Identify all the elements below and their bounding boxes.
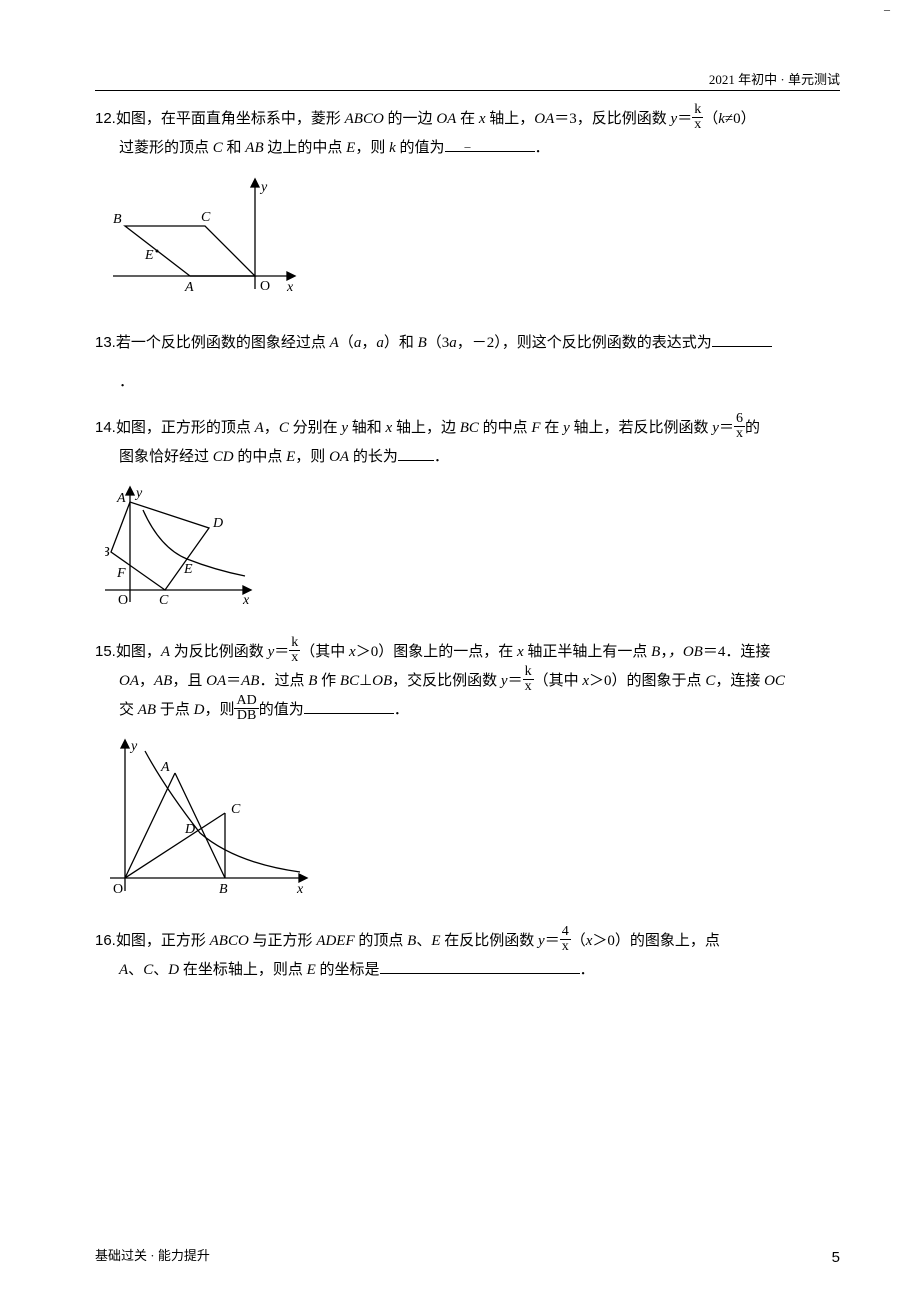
- svg-text:A: A: [116, 491, 126, 506]
- header-text: 2021 年初中 · 单元测试: [709, 69, 840, 88]
- problem-15: 15.如图，A 为反比例函数 y＝kx（其中 x＞0）图象上的一点，在 x 轴正…: [95, 638, 840, 909]
- worksheet-page: 2021 年初中 · 单元测试 12.如图，在平面直角坐标系中，菱形 ABCO …: [0, 0, 920, 1302]
- svg-text:y: y: [129, 739, 138, 754]
- svg-text:O: O: [118, 593, 128, 608]
- svg-text:O: O: [260, 279, 270, 294]
- svg-text:B: B: [105, 545, 110, 560]
- problem-number: 16.: [95, 932, 116, 949]
- fraction-k-over-x: kx: [289, 636, 300, 665]
- fraction-4-over-x: 4x: [560, 925, 571, 954]
- footer-left: 基础过关 · 能力提升: [95, 1245, 210, 1264]
- svg-text:E: E: [183, 562, 193, 577]
- svg-text:y: y: [259, 180, 268, 195]
- svg-text:y: y: [134, 486, 143, 501]
- diagram-svg: y x O A B C D: [105, 733, 310, 898]
- svg-text:x: x: [286, 280, 294, 295]
- problem-number: 14.: [95, 419, 116, 436]
- fraction-6-over-x: 6x: [734, 412, 745, 441]
- svg-text:O: O: [113, 882, 123, 897]
- fraction-k-over-x: kx: [692, 103, 703, 132]
- problem-14: 14.如图，正方形的顶点 A，C 分别在 y 轴和 x 轴上，边 BC 的中点 …: [95, 414, 840, 620]
- problem-number: 12.: [95, 110, 116, 127]
- figure-12: y x O A B C E: [105, 171, 840, 312]
- problem-16: 16.如图，正方形 ABCO 与正方形 ADEF 的顶点 B、E 在反比例函数 …: [95, 927, 840, 985]
- svg-text:B: B: [113, 212, 122, 227]
- svg-text:x: x: [296, 882, 304, 897]
- answer-blank: –: [380, 959, 580, 974]
- answer-blank: –: [445, 137, 535, 152]
- problem-number: 13.: [95, 334, 116, 351]
- diagram-svg: y x O A B C E: [105, 171, 300, 301]
- problem-number: 15.: [95, 643, 116, 660]
- svg-text:C: C: [231, 802, 241, 817]
- header-rule: 2021 年初中 · 单元测试: [95, 90, 840, 91]
- svg-text:C: C: [201, 210, 211, 225]
- page-number: 5: [832, 1249, 840, 1266]
- svg-text:C: C: [159, 593, 169, 608]
- problem-12: 12.如图，在平面直角坐标系中，菱形 ABCO 的一边 OA 在 x 轴上，OA…: [95, 105, 840, 311]
- figure-14: y x O A B C D E F: [105, 480, 840, 621]
- svg-text:A: A: [160, 760, 170, 775]
- problem-13: 13.若一个反比例函数的图象经过点 A（a，a）和 B（3a，－2），则这个反比…: [95, 329, 840, 396]
- answer-blank: [304, 699, 394, 714]
- svg-text:x: x: [242, 593, 250, 608]
- svg-text:D: D: [184, 822, 195, 837]
- fraction-k-over-x-2: kx: [523, 665, 534, 694]
- answer-blank: [398, 446, 434, 461]
- svg-text:A: A: [184, 280, 194, 295]
- figure-15: y x O A B C D: [105, 733, 840, 909]
- answer-blank: [712, 332, 772, 347]
- fraction-ad-over-db: ADDB: [234, 694, 258, 723]
- diagram-svg: y x O A B C D E F: [105, 480, 255, 610]
- svg-text:E: E: [144, 248, 154, 263]
- svg-text:D: D: [212, 516, 223, 531]
- svg-text:F: F: [116, 566, 126, 581]
- svg-text:B: B: [219, 882, 228, 897]
